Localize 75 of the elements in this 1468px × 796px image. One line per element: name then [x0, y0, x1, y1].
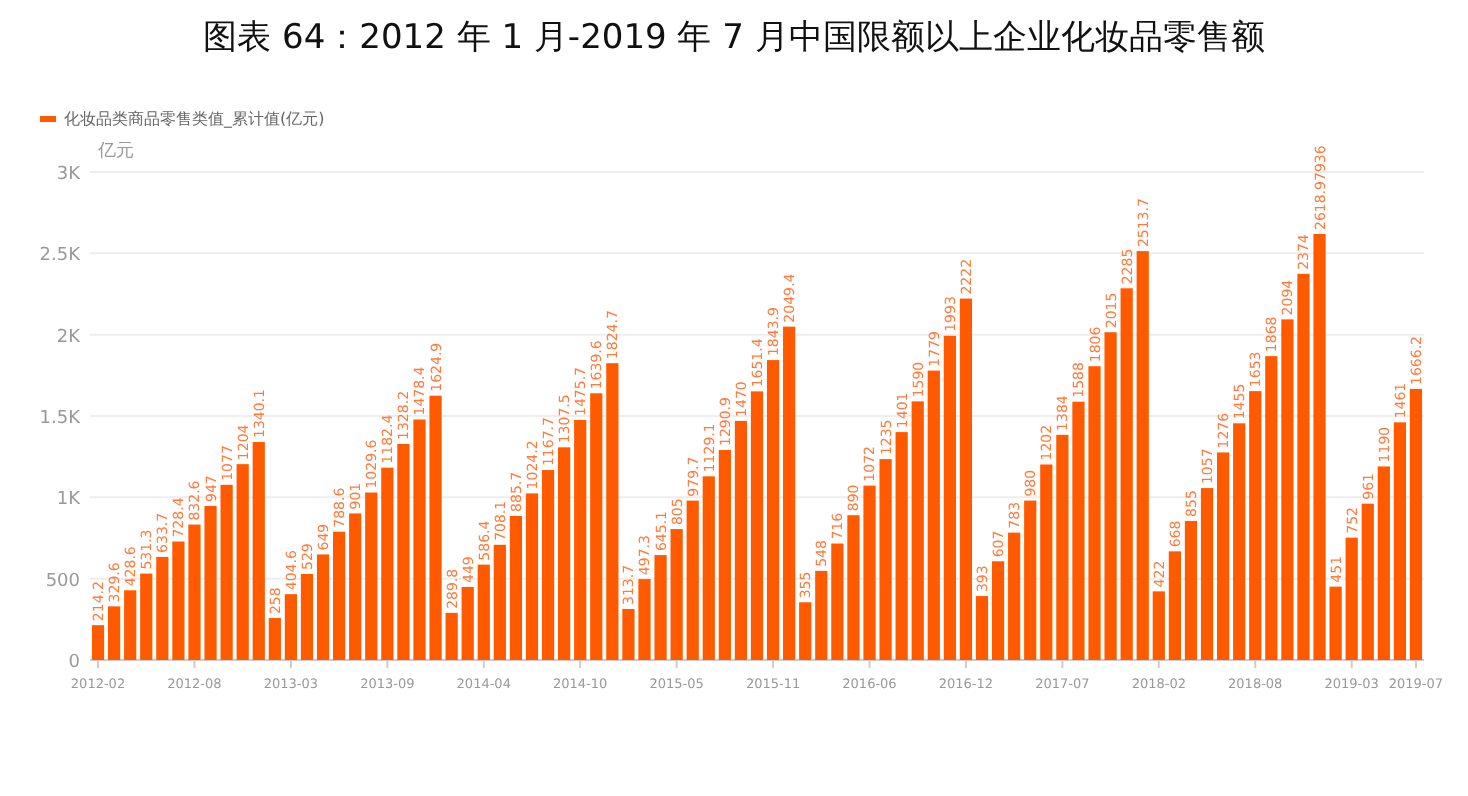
y-tick-label: 2K [56, 327, 83, 348]
bar [493, 544, 506, 660]
bar [1040, 464, 1053, 660]
bar [959, 298, 973, 660]
bar [766, 360, 780, 660]
bar [509, 515, 523, 660]
bar [590, 393, 603, 660]
y-tick-label: 2.5K [39, 246, 83, 267]
bar [927, 370, 940, 660]
y-tick-label: 500 [45, 571, 81, 592]
bar [670, 529, 683, 660]
bar [1265, 356, 1278, 660]
bar [108, 606, 121, 660]
bar [558, 447, 571, 660]
bar [574, 419, 587, 660]
legend-label: 化妆品类商品零售类值_累计值(亿元) [64, 110, 325, 128]
bar [991, 561, 1005, 660]
bar [750, 391, 764, 660]
bar [316, 554, 330, 660]
bar [1377, 466, 1390, 660]
y-tick-label: 3K [56, 165, 83, 185]
bar [1216, 452, 1230, 660]
bar [606, 363, 619, 660]
bar [1281, 319, 1294, 660]
bar [911, 401, 924, 660]
bar [525, 493, 539, 660]
bar [140, 573, 153, 660]
bar [734, 420, 748, 660]
bar [236, 464, 249, 660]
chart-title: 图表 64：2012 年 1 月-2019 年 7 月中国限额以上企业化妆品零售额 [203, 18, 1265, 58]
bar [349, 513, 362, 660]
bar [91, 625, 105, 660]
bar [702, 476, 715, 660]
bar [1056, 434, 1069, 660]
bar [815, 570, 828, 660]
bar [445, 612, 458, 660]
bar [268, 618, 281, 660]
bar [381, 467, 394, 660]
bar [1345, 537, 1358, 660]
bar [1008, 532, 1021, 660]
bar [365, 492, 378, 660]
bar [220, 484, 233, 660]
bar [799, 602, 812, 660]
bar [943, 335, 956, 660]
bar [300, 573, 314, 660]
y-tick-label: 0 [68, 653, 81, 673]
bar [477, 564, 490, 660]
bar [1024, 500, 1037, 660]
bar [252, 442, 265, 660]
bar [686, 500, 699, 660]
bar [1184, 520, 1198, 660]
bar [1168, 551, 1181, 660]
bar [1120, 288, 1133, 660]
bar [1409, 388, 1423, 660]
bar [831, 543, 844, 660]
bar [1152, 591, 1165, 660]
bar [718, 450, 731, 660]
bar [1249, 391, 1262, 660]
bar [333, 531, 346, 660]
bar [541, 470, 555, 660]
bar [461, 586, 474, 660]
y-axis-title: 亿元 [96, 140, 134, 162]
bar [284, 594, 298, 660]
bar [124, 590, 137, 660]
bar [783, 326, 796, 660]
bar [156, 556, 169, 660]
bar [1361, 503, 1374, 660]
bar [895, 432, 908, 660]
bar [1200, 488, 1214, 660]
bar [1136, 251, 1149, 660]
bar [1393, 422, 1406, 660]
y-tick-label: 1.5K [39, 409, 83, 429]
bar [1233, 423, 1246, 660]
bar [975, 596, 989, 660]
y-tick-label: 1K [56, 490, 83, 511]
